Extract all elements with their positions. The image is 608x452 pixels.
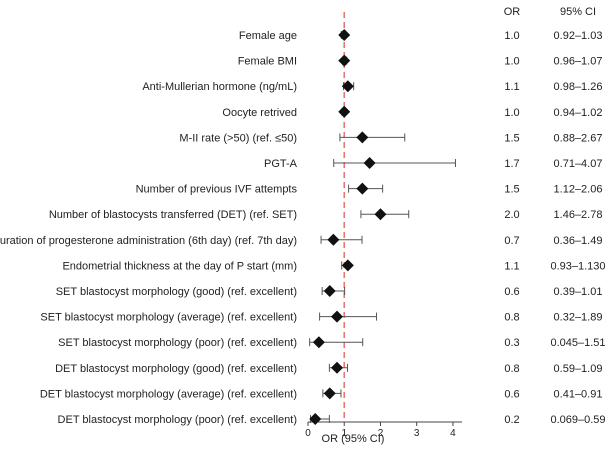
or-column-header: OR [504,6,521,18]
or-point-marker [330,361,343,374]
x-axis-label: OR (95% CI) [322,433,385,445]
x-tick-label: 2 [378,428,384,439]
row-label: SET blastocyst morphology (good) (ref. e… [56,286,297,298]
row-ci-value: 0.069–0.59 [550,414,605,426]
row-or-value: 1.1 [504,81,519,93]
row-ci-value: 0.41–0.91 [554,388,603,400]
row-or-value: 1.5 [504,132,519,144]
row-or-value: 1.5 [504,184,519,196]
forest-marks [309,29,456,425]
or-point-marker [363,157,376,169]
or-point-marker [338,54,351,67]
x-tick-label: 1 [341,428,347,439]
row-label: Number of blastocysts transferred (DET) … [49,209,297,221]
or-point-marker [330,310,343,323]
row-ci-value: 0.92–1.03 [554,30,603,42]
row-or-value: 0.6 [504,286,519,298]
row-ci-value: 0.94–1.02 [554,107,603,119]
row-ci-value: 0.93–1.130 [550,260,605,272]
row-ci-value: 0.71–4.07 [554,158,603,170]
x-tick-label: 3 [414,428,420,439]
row-label: DET blastocyst morphology (average) (ref… [40,388,297,400]
row-or-value: 1.1 [504,260,519,272]
row-ci-value: 0.045–1.51 [550,337,605,349]
row-or-value: 1.7 [504,158,519,170]
row-or-value: 0.8 [504,363,519,375]
x-tick-label: 4 [450,428,456,439]
row-or-value: 0.6 [504,388,519,400]
row-label: PGT-A [264,158,298,170]
row-label: Duration of progesterone administration … [0,235,297,247]
row-or-value: 0.2 [504,414,519,426]
forest-rows: Female age 1.0 0.92–1.03 Female BMI 1.0 0.96–… [0,30,606,426]
row-ci-value: 0.59–1.09 [554,363,603,375]
or-point-marker [341,259,354,272]
row-label: DET blastocyst morphology (good) (ref. e… [55,363,297,375]
row-label: SET blastocyst morphology (average) (ref… [40,312,297,324]
row-label: M-II rate (>50) (ref. ≤50) [179,132,297,144]
row-ci-value: 0.39–1.01 [554,286,603,298]
row-label: Anti-Mullerian hormone (ng/mL) [142,81,297,93]
row-label: Endometrial thickness at the day of P st… [62,260,297,272]
ci-column-header: 95% CI [560,6,596,18]
row-ci-value: 0.36–1.49 [554,235,603,247]
row-or-value: 0.3 [504,337,519,349]
row-label: Oocyte retrived [222,107,297,119]
or-point-marker [327,233,340,246]
row-ci-value: 0.98–1.26 [554,81,603,93]
row-label: Female age [239,30,297,42]
row-or-value: 1.0 [504,30,519,42]
row-ci-value: 1.46–2.78 [554,209,603,221]
row-label: Female BMI [238,56,297,68]
or-point-marker [341,80,354,93]
x-axis: 0 1 2 3 4 [305,421,462,439]
row-or-value: 1.0 [504,56,519,68]
or-point-marker [323,387,336,400]
row-or-value: 0.7 [504,235,519,247]
row-ci-value: 0.88–2.67 [554,132,603,144]
or-point-marker [309,413,322,425]
row-ci-value: 0.32–1.89 [554,312,603,324]
or-point-marker [338,105,351,118]
row-or-value: 2.0 [504,209,519,221]
or-point-marker [338,29,351,41]
or-point-marker [356,131,369,144]
or-point-marker [323,285,336,297]
or-point-marker [312,336,325,349]
x-tick-label: 0 [305,428,311,439]
row-label: DET blastocyst morphology (poor) (ref. e… [58,414,297,426]
row-ci-value: 1.12–2.06 [554,184,603,196]
or-point-marker [356,182,369,195]
or-point-marker [374,208,387,221]
x-axis-ticks: 0 1 2 3 4 [305,422,456,439]
row-or-value: 0.8 [504,312,519,324]
row-ci-value: 0.96–1.07 [554,56,603,68]
row-or-value: 1.0 [504,107,519,119]
row-label: SET blastocyst morphology (poor) (ref. e… [58,337,297,349]
row-label: Number of previous IVF attempts [136,184,298,196]
